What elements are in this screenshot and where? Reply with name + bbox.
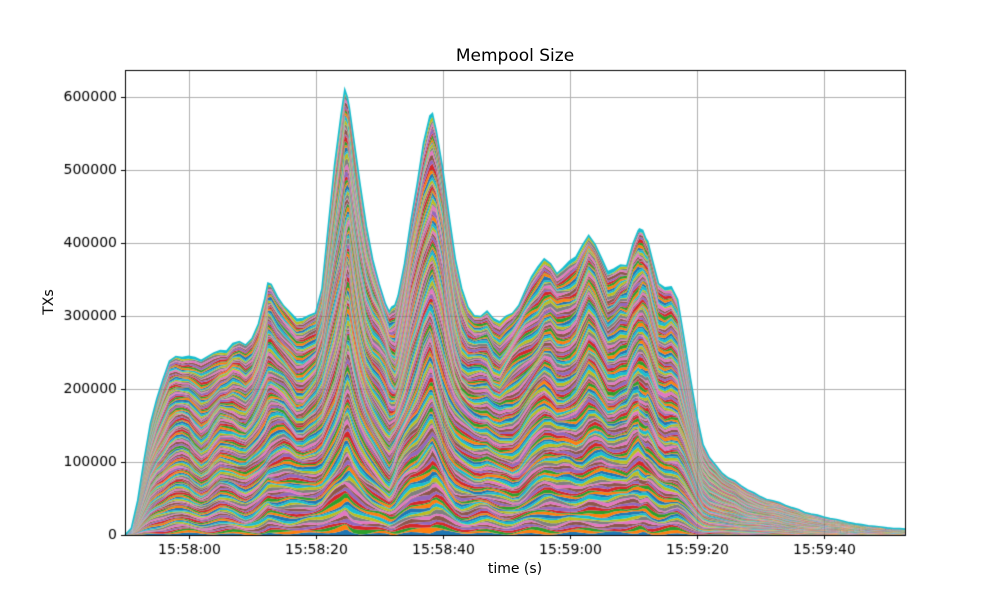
x-axis-label: time (s) <box>487 561 543 577</box>
chart-title: Mempool Size <box>455 46 575 66</box>
y-axis-label: TXs <box>41 289 57 315</box>
